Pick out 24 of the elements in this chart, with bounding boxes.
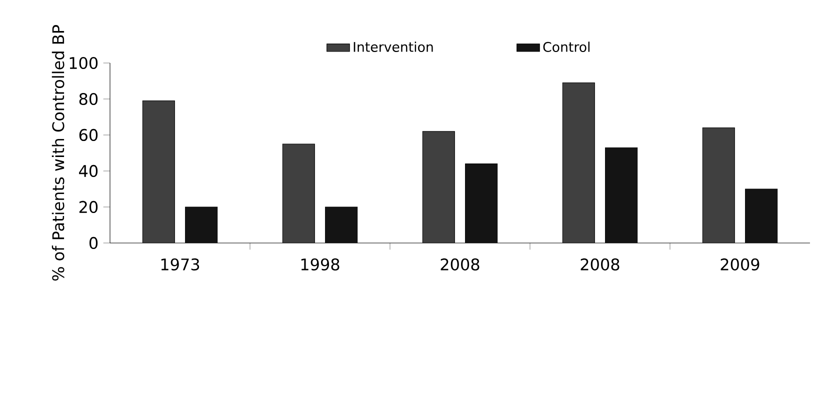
- y-tick-label: 60: [79, 128, 98, 142]
- bar: [185, 206, 218, 243]
- x-tick-label: 2009: [720, 258, 760, 270]
- y-tick-label: 40: [79, 164, 98, 178]
- x-tick-label: 2008: [440, 258, 480, 270]
- bar: [282, 144, 315, 243]
- y-tick-label: 0: [89, 236, 98, 250]
- y-axis-title: % of Patients with Controlled BP: [52, 25, 64, 281]
- bar: [465, 164, 498, 243]
- y-tick-label: 20: [79, 200, 98, 214]
- x-tick-label: 1998: [301, 258, 340, 270]
- legend-label: Intervention: [354, 42, 433, 52]
- bar: [562, 82, 595, 243]
- x-tick-label: 1973: [161, 258, 200, 270]
- bar: [142, 100, 175, 243]
- bar: [702, 128, 735, 243]
- x-tick-label: 2008: [580, 258, 620, 270]
- bar: [422, 131, 455, 243]
- legend-label: Control: [543, 42, 590, 52]
- y-tick-label: 100: [70, 56, 98, 70]
- bar: [325, 206, 358, 243]
- bar: [605, 148, 638, 243]
- y-tick-label: 80: [79, 92, 98, 106]
- bar: [745, 188, 778, 243]
